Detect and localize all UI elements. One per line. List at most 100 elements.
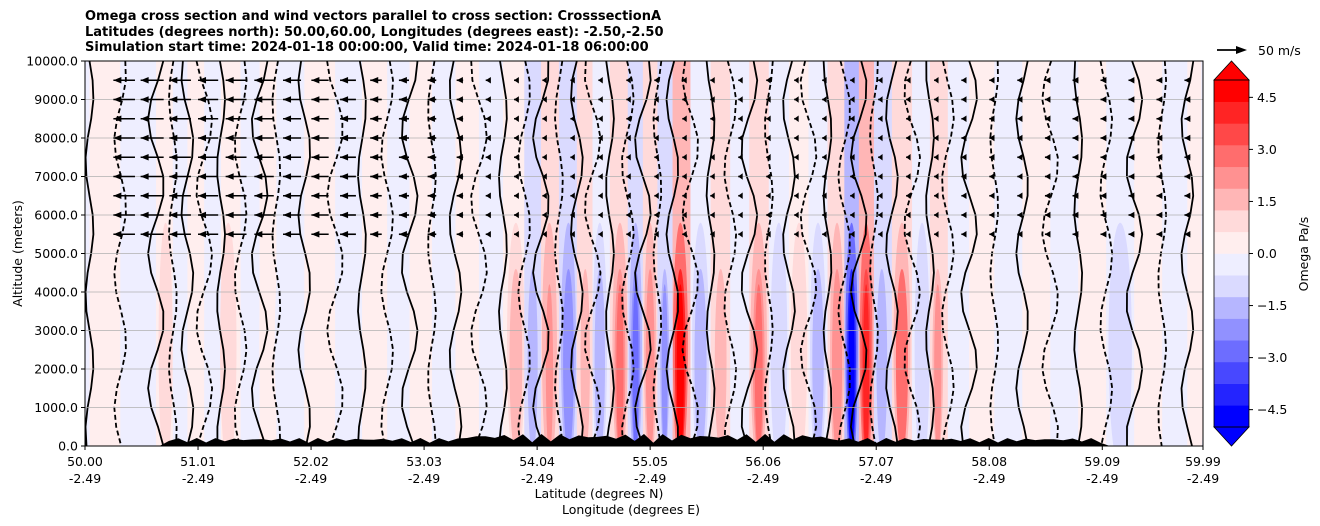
wind-vector-head <box>989 115 995 122</box>
wind-vector-head <box>514 77 519 84</box>
wind-vector-head <box>598 115 603 122</box>
wind-vector-head <box>113 211 122 219</box>
wind-vector-head <box>485 231 491 238</box>
wind-vector-head <box>311 115 320 122</box>
wind-vector-head <box>1184 134 1191 142</box>
colorbar: −4.5 −3.0 −1.5 0.0 1.5 3.0 4.5 Omega Pa/s <box>1213 60 1311 447</box>
x-tick-label-longitude: -2.49 <box>1086 471 1118 486</box>
wind-vector-head <box>340 154 349 161</box>
colorbar-band <box>1214 405 1249 428</box>
wind-vector-head <box>626 134 631 142</box>
colorbar-band <box>1214 101 1249 124</box>
omega-fill-core <box>812 268 824 446</box>
wind-vector-head <box>766 231 771 238</box>
x-tick-label-longitude: -2.49 <box>973 471 1005 486</box>
colorbar-band <box>1214 145 1249 168</box>
y-tick-label: 3000.0 <box>34 323 78 338</box>
colorbar-band <box>1214 296 1249 319</box>
wind-vector-head <box>961 211 967 219</box>
wind-vector-head <box>542 211 547 219</box>
omega-contour-line <box>903 61 921 446</box>
wind-vector-head <box>766 77 771 84</box>
colorbar-extend-max <box>1213 60 1250 81</box>
wind-vector-head <box>598 173 603 180</box>
y-tick-label: 7000.0 <box>34 169 78 184</box>
omega-fill-core <box>714 268 727 446</box>
colorbar-tick-label: 3.0 <box>1257 142 1277 157</box>
wind-vector-head <box>1128 96 1135 103</box>
wind-vector-head <box>570 77 575 84</box>
wind-vector-head <box>626 211 631 219</box>
omega-contour-line <box>326 61 344 446</box>
wind-vector-head <box>427 96 435 103</box>
omega-fill-core <box>616 284 624 446</box>
y-tick-label: 6000.0 <box>34 208 78 223</box>
wind-vector-head <box>198 134 207 142</box>
wind-vector-head <box>654 96 659 103</box>
wind-vector-head <box>225 231 234 238</box>
wind-vector-head <box>878 154 883 161</box>
wind-vector-head <box>654 134 659 142</box>
wind-vector-head <box>626 231 631 238</box>
x-tick-label-longitude: -2.49 <box>1187 471 1219 486</box>
wind-vector-head <box>850 154 855 161</box>
wind-vector-head <box>822 211 827 219</box>
colorbar-label: Omega Pa/s <box>1296 217 1311 292</box>
wind-vector-head <box>822 134 827 142</box>
wind-vector-head <box>626 115 631 122</box>
wind-vector-head <box>794 173 799 180</box>
wind-vector-head <box>1128 154 1135 161</box>
wind-vector-head <box>654 173 659 180</box>
wind-vector-head <box>710 173 715 180</box>
wind-vector-head <box>794 231 799 238</box>
wind-vector-head <box>456 211 463 219</box>
wind-vector-head <box>626 77 631 84</box>
x-tick-label-latitude: 51.01 <box>180 454 216 469</box>
wind-vector-head <box>1017 96 1023 103</box>
wind-vector-head <box>961 192 967 199</box>
wind-vector-head <box>1184 77 1191 84</box>
wind-vector-head <box>140 211 149 219</box>
wind-vector-head <box>283 115 292 122</box>
omega-fill-core <box>274 222 299 446</box>
wind-vector-head <box>822 154 827 161</box>
wind-vector-head <box>878 96 883 103</box>
wind-vector-head <box>682 173 687 180</box>
chart-title-line: Latitudes (degrees north): 50.00,60.00, … <box>85 24 664 40</box>
wind-vector-head <box>794 192 799 199</box>
wind-vector-head <box>822 231 827 238</box>
wind-vector-head <box>1128 115 1135 122</box>
y-tick-label: 2000.0 <box>34 362 78 377</box>
wind-vector-head <box>682 96 687 103</box>
wind-vector-head <box>934 134 939 142</box>
wind-vector-head <box>961 115 967 122</box>
wind-vector-head <box>1044 154 1051 161</box>
colorbar-band <box>1214 123 1249 146</box>
wind-vector-head <box>738 115 743 122</box>
omega-fill-core <box>1052 222 1076 446</box>
wind-vector-head <box>370 134 379 142</box>
wind-vector-head <box>113 154 122 161</box>
wind-vector-head <box>738 77 743 84</box>
wind-vector-head <box>1156 231 1163 238</box>
wind-vector-head <box>822 96 827 103</box>
wind-vector-head <box>906 77 911 84</box>
wind-vector-head <box>1156 115 1163 122</box>
wind-vector-head <box>169 231 178 238</box>
wind-vector-head <box>254 211 263 219</box>
wind-vector-head <box>542 115 547 122</box>
wind-vector-head <box>794 134 799 142</box>
omega-fill-core <box>480 222 501 446</box>
wind-vector-head <box>598 77 603 84</box>
wind-vector-head <box>254 115 263 122</box>
wind-vector-head <box>283 211 292 219</box>
wind-vector-head <box>340 134 349 142</box>
omega-fill-core <box>309 222 336 446</box>
wind-vector-head <box>1017 192 1023 199</box>
omega-fill-core <box>244 222 261 446</box>
wind-vector-head <box>311 211 320 219</box>
wind-vector-head <box>878 211 883 219</box>
wind-vector-head <box>254 192 263 199</box>
wind-vector-head <box>456 77 463 84</box>
wind-vector-head <box>398 134 407 142</box>
